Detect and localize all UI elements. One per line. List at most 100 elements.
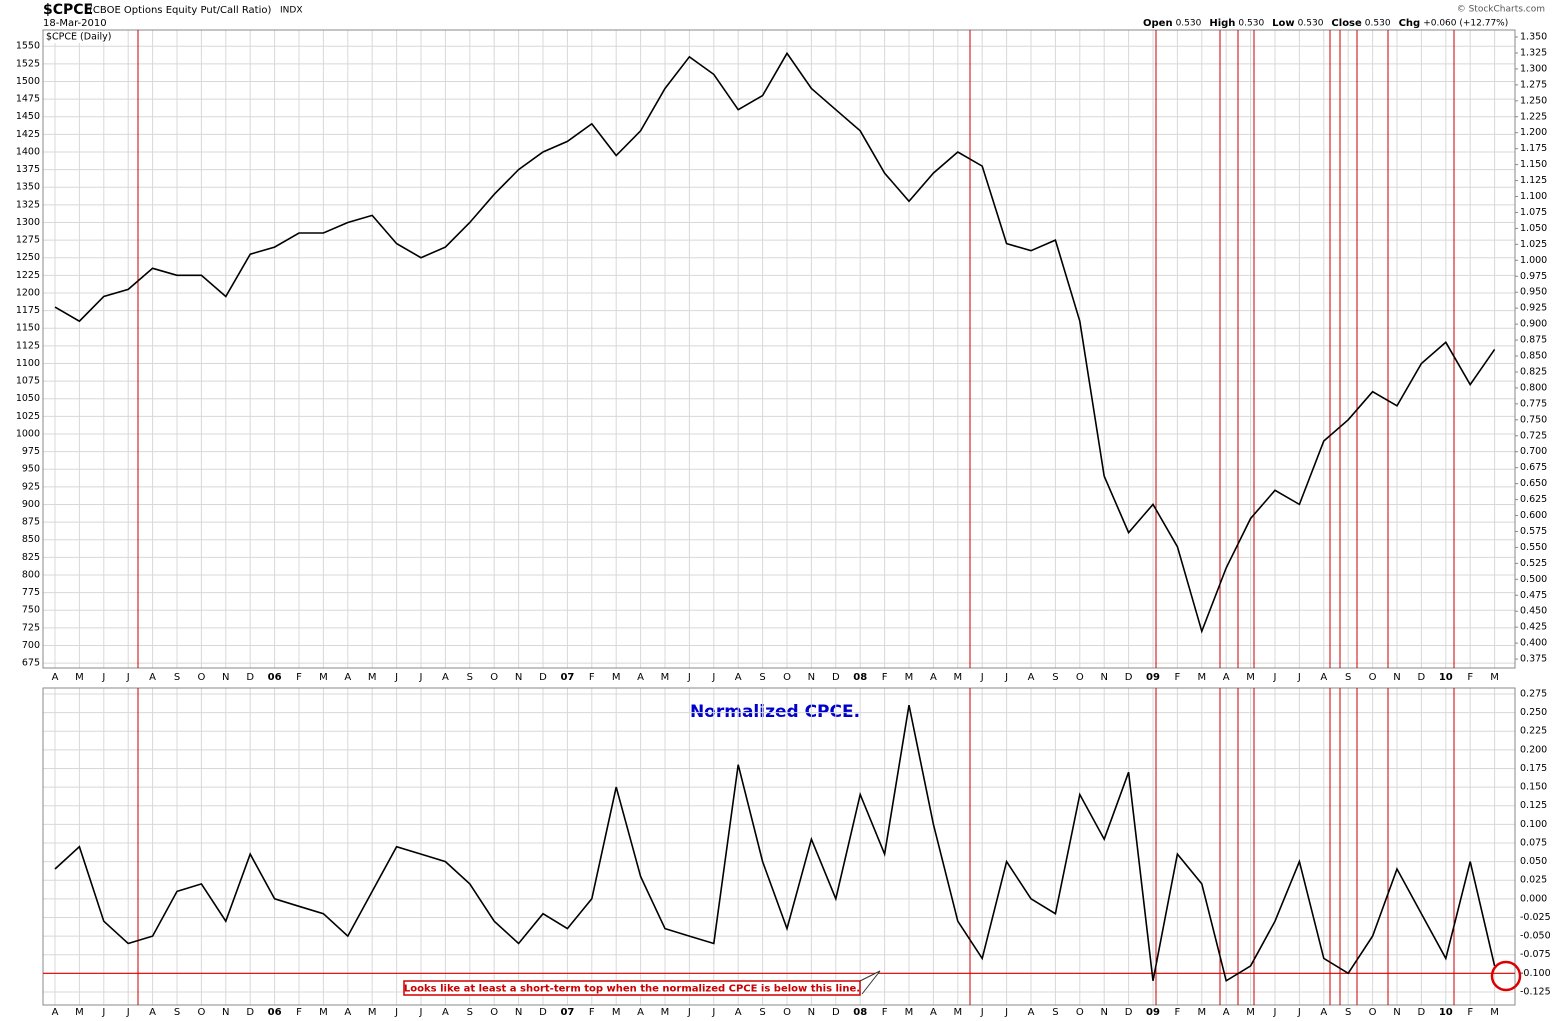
- y2-tick-label: 0.975: [1520, 271, 1547, 282]
- y-tick-label: 675: [22, 658, 40, 669]
- note-box: [403, 980, 861, 996]
- quote-label: Close: [1331, 18, 1362, 29]
- x-tick-label: J: [687, 1007, 691, 1018]
- x-tick-label: J: [394, 1007, 398, 1018]
- x-tick-label: A: [1320, 672, 1327, 683]
- y-tick-label: -0.050: [1520, 931, 1551, 942]
- y-tick-label: 0.125: [1520, 800, 1547, 811]
- x-tick-label: N: [808, 1007, 815, 1018]
- y-tick-label: 1525: [16, 58, 40, 69]
- x-tick-label: S: [467, 672, 473, 683]
- x-tick-label: A: [1028, 1007, 1035, 1018]
- y-tick-label: -0.075: [1520, 949, 1551, 960]
- y2-tick-label: 0.800: [1520, 382, 1547, 393]
- y-tick-label: 1175: [16, 305, 40, 316]
- x-tick-label: J: [687, 672, 691, 683]
- y2-tick-label: 1.325: [1520, 47, 1547, 58]
- y2-tick-label: 0.475: [1520, 590, 1547, 601]
- x-tick-label: N: [515, 672, 522, 683]
- x-tick-label: A: [344, 672, 351, 683]
- y2-tick-label: 0.600: [1520, 510, 1547, 521]
- quote-value: 0.530: [1365, 19, 1391, 29]
- chart-title: $CPCE: [43, 2, 93, 18]
- x-tick-label: D: [1418, 672, 1426, 683]
- y2-tick-label: 1.050: [1520, 223, 1547, 234]
- y2-tick-label: 1.125: [1520, 175, 1547, 186]
- y-tick-label: 0.075: [1520, 837, 1547, 848]
- y2-tick-label: 1.150: [1520, 159, 1547, 170]
- y2-tick-label: 1.000: [1520, 255, 1547, 266]
- y-tick-label: 1425: [16, 129, 40, 140]
- x-tick-label: M: [953, 1007, 962, 1018]
- x-tick-label: M: [661, 1007, 670, 1018]
- y2-tick-label: 0.925: [1520, 303, 1547, 314]
- y-tick-label: 0.100: [1520, 819, 1547, 830]
- x-tick-label: J: [394, 672, 398, 683]
- plot-frame: [42, 29, 1516, 669]
- x-tick-label: N: [222, 672, 229, 683]
- x-tick-label: O: [197, 1007, 205, 1018]
- y-tick-label: 800: [22, 569, 40, 580]
- y-tick-label: -0.125: [1520, 986, 1551, 997]
- x-tick-label: A: [149, 1007, 156, 1018]
- x-tick-label: F: [1175, 1007, 1181, 1018]
- x-tick-label: M: [612, 672, 621, 683]
- quote: Open 0.530 High 0.530 Low 0.530 Close 0.530 Chg +…: [1143, 18, 1508, 29]
- x-tick-label: M: [368, 672, 377, 683]
- x-tick-label: S: [467, 1007, 473, 1018]
- quote-label: Low: [1272, 18, 1294, 29]
- y2-tick-label: 0.675: [1520, 462, 1547, 473]
- y-tick-label: 1450: [16, 111, 40, 122]
- note-pointer: [857, 970, 881, 995]
- y2-tick-label: 1.225: [1520, 111, 1547, 122]
- quote-value: 0.530: [1238, 19, 1264, 29]
- y-tick-label: 0.150: [1520, 782, 1547, 793]
- y-tick-label: 1550: [16, 41, 40, 52]
- y-tick-label: 775: [22, 587, 40, 598]
- x-tick-label: N: [1393, 1007, 1400, 1018]
- y2-tick-label: 1.100: [1520, 191, 1547, 202]
- y2-tick-label: 0.825: [1520, 366, 1547, 377]
- x-tick-label: A: [637, 672, 644, 683]
- quote-label: Open: [1143, 18, 1173, 29]
- legend-label: $CPCE (Daily): [46, 32, 112, 43]
- x-tick-label: J: [419, 1007, 423, 1018]
- x-tick-label: N: [808, 672, 815, 683]
- y-tick-label: 1225: [16, 270, 40, 281]
- x-tick-label: 09: [1146, 1007, 1160, 1018]
- x-tick-label: M: [1246, 1007, 1255, 1018]
- y-tick-label: 1350: [16, 182, 40, 193]
- x-tick-label: F: [1467, 672, 1473, 683]
- x-tick-label: J: [419, 672, 423, 683]
- highlight-circle: [1490, 960, 1522, 992]
- x-tick-label: N: [515, 1007, 522, 1018]
- x-tick-label: J: [126, 1007, 130, 1018]
- y-tick-label: 900: [22, 499, 40, 510]
- x-tick-label: S: [1345, 1007, 1351, 1018]
- y2-tick-label: 0.850: [1520, 351, 1547, 362]
- y2-tick-label: 1.300: [1520, 63, 1547, 74]
- y2-tick-label: 0.575: [1520, 526, 1547, 537]
- x-tick-label: O: [1076, 672, 1084, 683]
- y-tick-label: 1100: [16, 358, 40, 369]
- x-tick-label: M: [75, 1007, 84, 1018]
- y2-tick-label: 1.275: [1520, 79, 1547, 90]
- y-tick-label: 1000: [16, 428, 40, 439]
- x-tick-label: O: [783, 672, 791, 683]
- x-tick-label: N: [1100, 1007, 1107, 1018]
- x-tick-label: A: [930, 672, 937, 683]
- x-tick-label: A: [52, 1007, 59, 1018]
- y-tick-label: 0.175: [1520, 763, 1547, 774]
- x-tick-label: J: [1273, 672, 1277, 683]
- y-tick-label: 750: [22, 605, 40, 616]
- y2-tick-label: 1.175: [1520, 143, 1547, 154]
- x-tick-label: M: [368, 1007, 377, 1018]
- x-tick-label: D: [1418, 1007, 1426, 1018]
- x-tick-label: M: [1490, 672, 1499, 683]
- y-tick-label: 0.200: [1520, 744, 1547, 755]
- x-tick-label: A: [1223, 1007, 1230, 1018]
- x-tick-label: 08: [853, 672, 867, 683]
- y2-tick-label: 0.625: [1520, 494, 1547, 505]
- y-tick-label: 0.250: [1520, 707, 1547, 718]
